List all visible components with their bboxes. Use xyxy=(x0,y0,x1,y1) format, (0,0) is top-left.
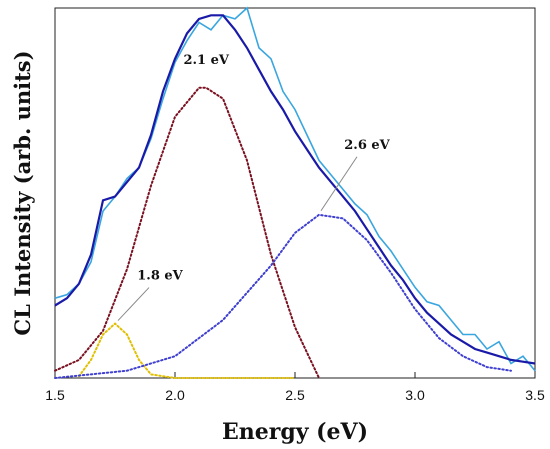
x-tick-label: 3.5 xyxy=(525,387,545,403)
annotations: 2.1 eV 2.6 eV 1.8 eV xyxy=(117,53,391,321)
fit-curve xyxy=(54,14,536,365)
measured-curve xyxy=(54,6,536,372)
x-axis-ticks: 1.5 2.0 2.5 3.0 3.5 xyxy=(45,372,545,403)
x-axis-title: Energy (eV) xyxy=(222,419,368,445)
peak-label: 2.1 eV xyxy=(183,53,229,68)
plot-frame xyxy=(54,7,536,379)
component-curve xyxy=(78,322,296,379)
x-tick-label: 1.5 xyxy=(45,387,65,403)
x-tick-label: 3.0 xyxy=(405,387,425,403)
component-curve xyxy=(54,86,320,379)
peak-label: 2.6 eV xyxy=(344,138,390,153)
series-layer xyxy=(54,6,536,379)
label-pointer xyxy=(320,156,358,212)
x-tick-label: 2.5 xyxy=(285,387,305,403)
peak-label: 1.8 eV xyxy=(137,269,183,284)
component-curve xyxy=(54,213,512,379)
label-pointer xyxy=(117,287,150,321)
x-tick-label: 2.0 xyxy=(165,387,185,403)
y-axis-title: CL Intensity (arb. units) xyxy=(10,50,35,335)
